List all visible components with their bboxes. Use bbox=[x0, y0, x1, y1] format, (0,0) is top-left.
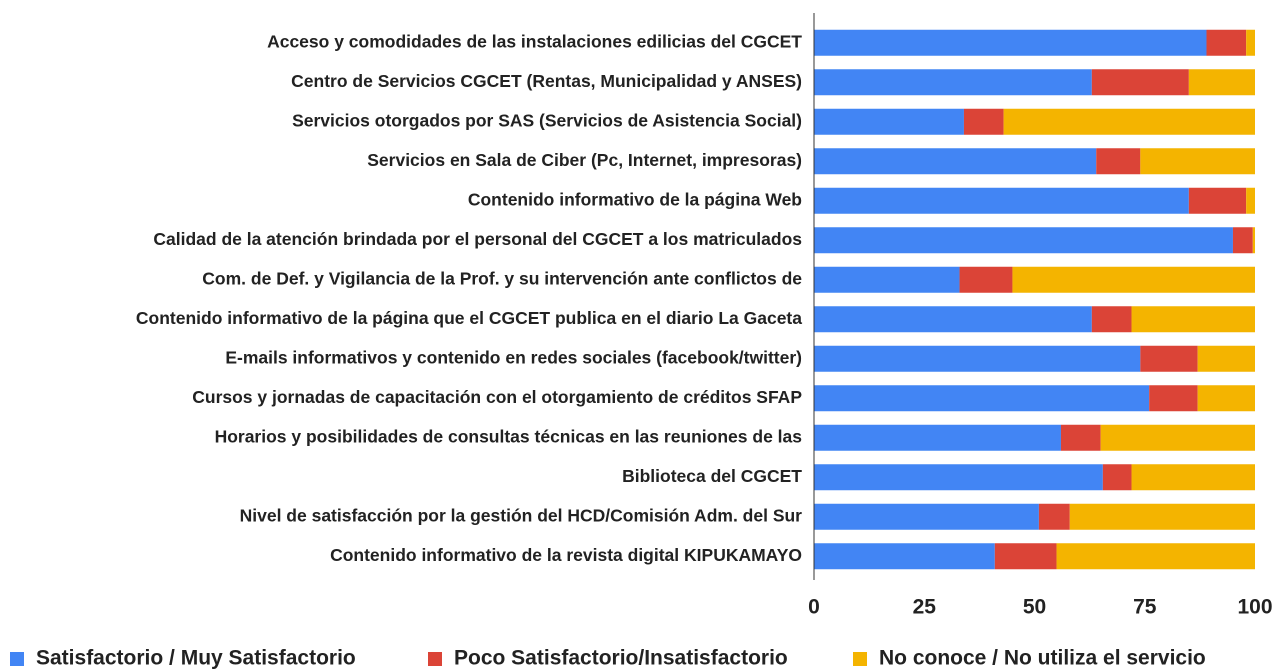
category-label: Centro de Servicios CGCET (Rentas, Munic… bbox=[291, 71, 802, 91]
legend-label: Poco Satisfactorio/Insatisfactorio bbox=[454, 647, 788, 670]
bar-segment bbox=[1091, 69, 1189, 96]
bar-segment bbox=[814, 503, 1039, 530]
bar-segment bbox=[1100, 424, 1255, 451]
legend-swatch bbox=[428, 652, 442, 666]
category-label: Contenido informativo de la página que e… bbox=[136, 308, 802, 328]
bar-segment bbox=[814, 148, 1097, 175]
category-label: Nivel de satisfacción por la gestión del… bbox=[240, 505, 803, 525]
bar-segment bbox=[814, 306, 1092, 333]
category-label: Biblioteca del CGCET bbox=[622, 466, 802, 486]
bar-segment bbox=[814, 29, 1207, 56]
bar-segment bbox=[814, 464, 1103, 491]
x-tick-label: 25 bbox=[913, 596, 937, 619]
bar-segment bbox=[1131, 464, 1255, 491]
bar-segment bbox=[1038, 503, 1070, 530]
category-label: Cursos y jornadas de capacitación con el… bbox=[192, 387, 802, 407]
category-label: Acceso y comodidades de las instalacione… bbox=[267, 31, 802, 51]
bar-segment bbox=[1069, 503, 1255, 530]
bar-segment bbox=[1140, 148, 1255, 175]
bar-segment bbox=[1246, 29, 1255, 56]
bar-segment bbox=[814, 385, 1150, 412]
x-tick-label: 100 bbox=[1237, 596, 1272, 619]
category-label: Servicios en Sala de Ciber (Pc, Internet… bbox=[367, 150, 802, 170]
category-label: Contenido informativo de la página Web bbox=[468, 189, 802, 209]
bar-segment bbox=[1131, 306, 1255, 333]
bar-segment bbox=[994, 543, 1057, 570]
category-label: Contenido informativo de la revista digi… bbox=[330, 545, 802, 565]
category-label: E-mails informativos y contenido en rede… bbox=[225, 347, 802, 367]
bar-segment bbox=[1056, 543, 1255, 570]
bar-segment bbox=[1003, 108, 1255, 135]
bar-segment bbox=[1140, 345, 1198, 372]
x-tick-label: 0 bbox=[808, 596, 820, 619]
legend-swatch bbox=[10, 652, 24, 666]
bar-segment bbox=[1060, 424, 1101, 451]
x-tick-label: 50 bbox=[1023, 596, 1046, 619]
bar-segment bbox=[1091, 306, 1132, 333]
category-label: Horarios y posibilidades de consultas té… bbox=[215, 426, 803, 446]
bar-segment bbox=[814, 345, 1141, 372]
bar-segment bbox=[1188, 187, 1247, 214]
bar-segment bbox=[1149, 385, 1198, 412]
bar-segment bbox=[1102, 464, 1132, 491]
legend-swatch bbox=[853, 652, 867, 666]
bar-segment bbox=[814, 424, 1061, 451]
bar-segment bbox=[1197, 345, 1255, 372]
legend-label: Satisfactorio / Muy Satisfactorio bbox=[36, 647, 356, 670]
bar-segment bbox=[814, 266, 960, 293]
bar-segment bbox=[1012, 266, 1255, 293]
bar-segment bbox=[963, 108, 1004, 135]
x-tick-label: 75 bbox=[1133, 596, 1157, 619]
bar-segment bbox=[1206, 29, 1247, 56]
bar-segment bbox=[814, 543, 995, 570]
bar-segment bbox=[814, 227, 1233, 254]
bar-segment bbox=[814, 187, 1189, 214]
bar-segment bbox=[814, 69, 1092, 96]
bar-segment bbox=[959, 266, 1013, 293]
bar-segment bbox=[1197, 385, 1255, 412]
bar-segment bbox=[1246, 187, 1255, 214]
bar-segment bbox=[814, 108, 964, 135]
category-label: Com. de Def. y Vigilancia de la Prof. y … bbox=[202, 268, 802, 288]
bar-segment bbox=[1232, 227, 1253, 254]
bar-segment bbox=[1252, 227, 1255, 254]
bar-segment bbox=[1096, 148, 1141, 175]
category-label: Calidad de la atención brindada por el p… bbox=[153, 229, 802, 249]
bar-segment bbox=[1188, 69, 1255, 96]
category-label: Servicios otorgados por SAS (Servicios d… bbox=[292, 110, 802, 130]
legend-label: No conoce / No utiliza el servicio bbox=[879, 647, 1206, 670]
